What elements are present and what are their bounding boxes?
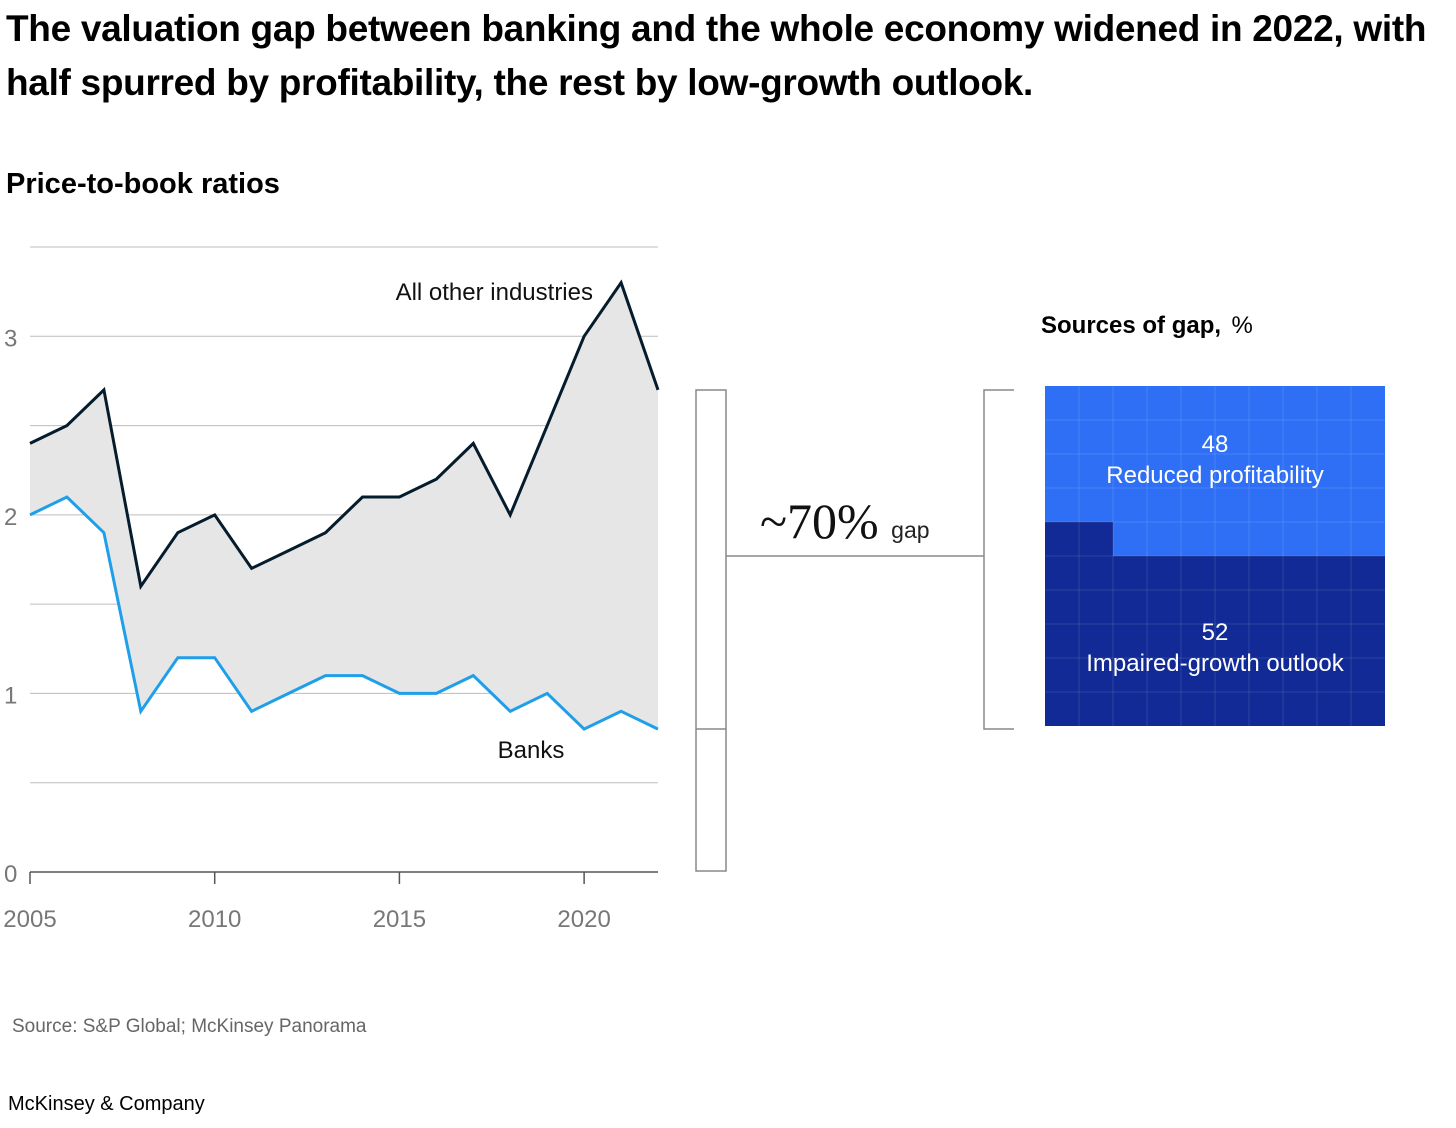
label-reduced-profitability: Reduced profitability [1106, 462, 1323, 489]
y-axis-ticks: 0 1 2 3 [4, 325, 17, 888]
gap-value: ~70% [760, 493, 879, 549]
gap-annotation: ~70% gap [760, 493, 930, 549]
gap-brackets [695, 389, 1014, 872]
y-tick-label: 1 [4, 682, 17, 709]
right-bracket [983, 389, 1014, 730]
series-label-all-other-industries: All other industries [396, 279, 593, 306]
y-tick-label: 0 [4, 861, 17, 888]
value-impaired-growth: 52 [1202, 619, 1229, 646]
brand-logo-text: McKinsey & Company [8, 1093, 205, 1115]
label-impaired-growth: Impaired-growth outlook [1086, 650, 1344, 677]
block-labels: 48 Reduced profitability 52 Impaired-growth… [1086, 431, 1344, 677]
sources-blocks [1045, 386, 1385, 726]
x-tick-label: 2010 [188, 906, 241, 933]
value-reduced-profitability: 48 [1202, 431, 1229, 458]
block-reduced-profitability-partial [1113, 522, 1385, 556]
gap-area [30, 282, 658, 730]
gap-word: gap [891, 517, 929, 543]
x-tick-label: 2015 [373, 906, 426, 933]
sources-title: Sources of gap, % [1041, 312, 1253, 339]
series-line-all-other-industries [29, 279, 660, 591]
series-label-banks: Banks [498, 737, 565, 764]
x-axis: 2005 2010 2015 2020 [3, 871, 658, 933]
block-grid [1045, 386, 1385, 726]
sources-title-unit: % [1232, 312, 1253, 339]
chart-title: The valuation gap between banking and th… [6, 8, 1427, 103]
y-tick-label: 3 [4, 325, 17, 352]
x-tick-label: 2020 [557, 906, 610, 933]
sources-title-bold: Sources of gap, [1041, 312, 1221, 339]
block-reduced-profitability [1045, 386, 1385, 522]
source-note: Source: S&P Global; McKinsey Panorama [12, 1016, 367, 1037]
price-to-book-chart: 0 1 2 3 2005 2010 2015 2020 All other industri… [3, 246, 1385, 933]
chart-subtitle: Price-to-book ratios [6, 168, 280, 200]
y-tick-label: 2 [4, 504, 17, 531]
series-line-banks [29, 495, 659, 731]
left-bracket [695, 389, 727, 872]
x-tick-label: 2005 [3, 906, 56, 933]
